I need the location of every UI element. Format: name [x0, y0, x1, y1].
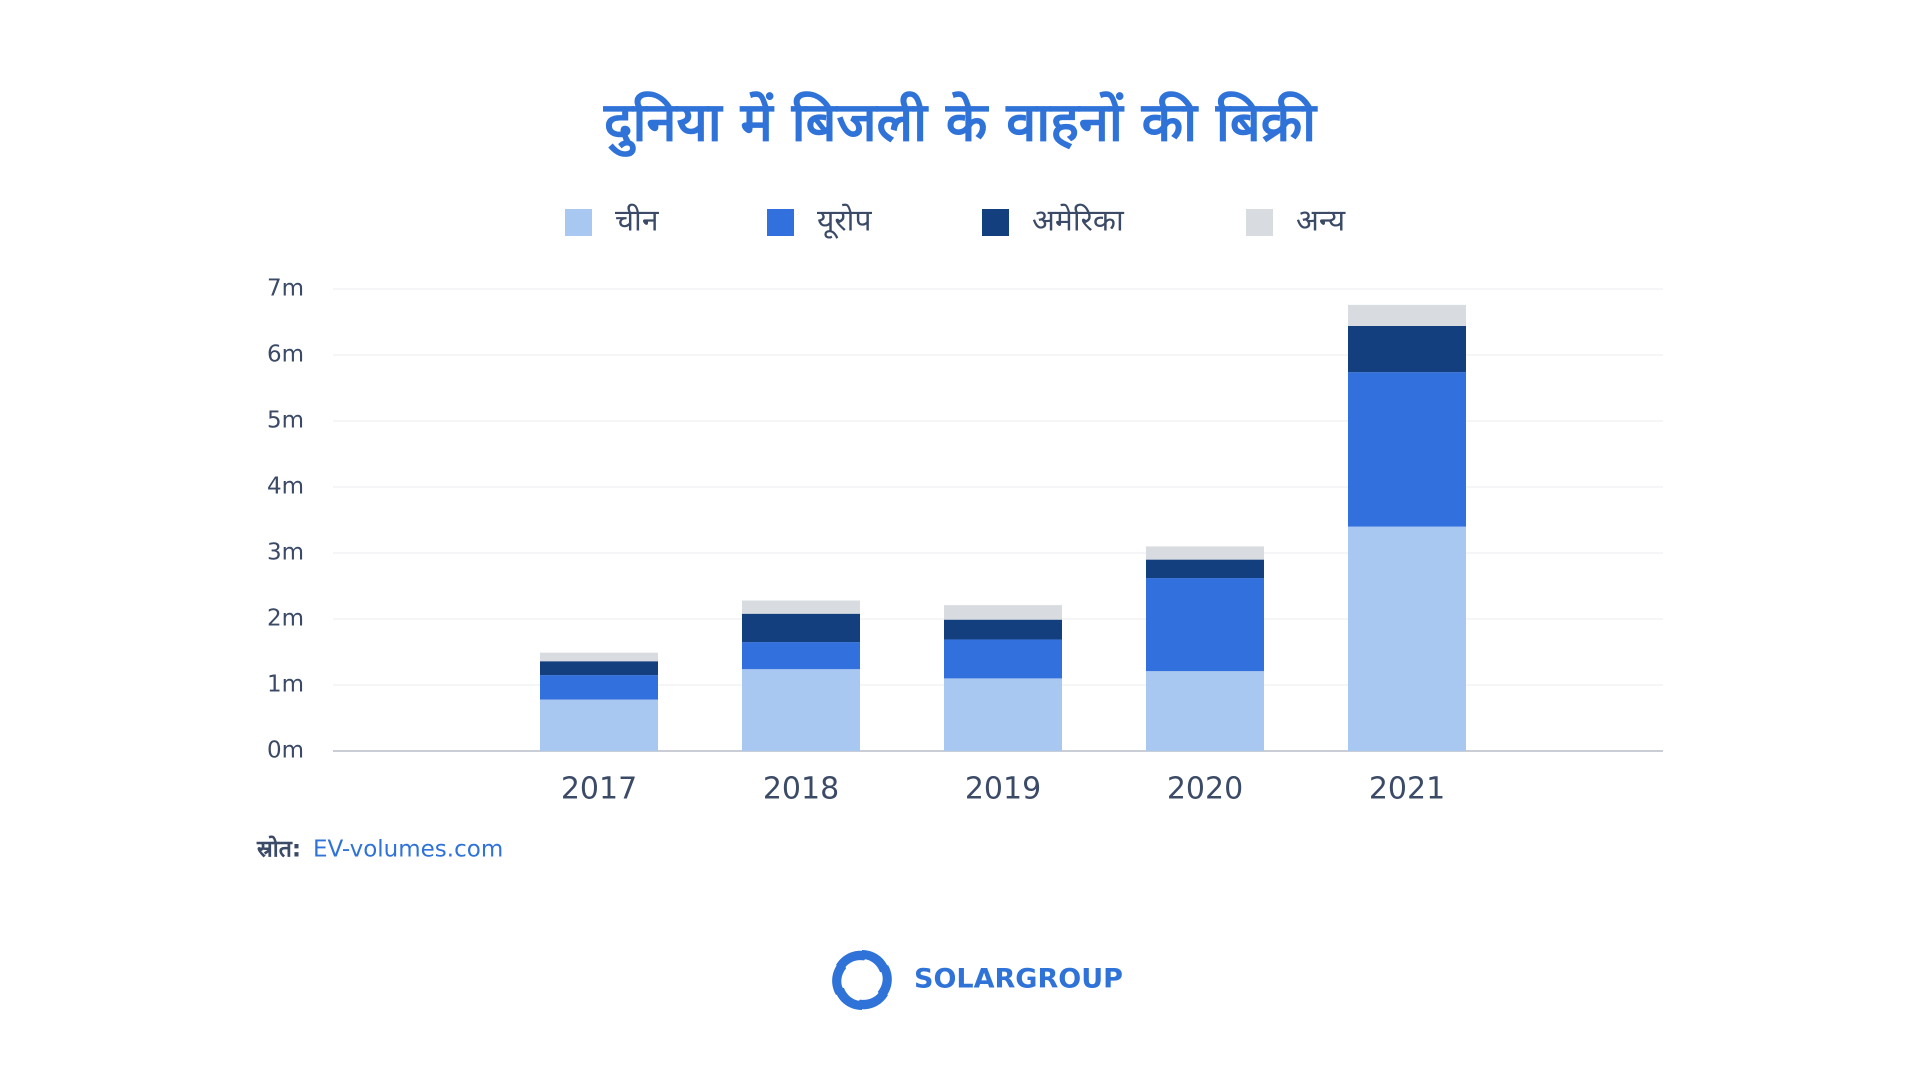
bar-segment: [742, 642, 860, 670]
y-tick-label: 6m: [267, 342, 304, 368]
legend-swatch: [982, 209, 1009, 236]
bar-segment: [540, 652, 658, 662]
x-tick-label: 2021: [1369, 772, 1445, 807]
x-tick-label: 2019: [965, 772, 1041, 807]
brand-logo: [832, 950, 892, 1010]
bar-segment: [944, 639, 1062, 679]
x-tick-label: 2018: [763, 772, 839, 807]
y-tick-label: 2m: [267, 606, 304, 632]
legend-swatch: [1246, 209, 1273, 236]
bar-segment: [944, 605, 1062, 620]
bar-segment: [1348, 304, 1466, 326]
bar-segment: [1348, 372, 1466, 527]
source[interactable]: EV-volumes.com: [313, 837, 503, 863]
y-tick-label: 1m: [267, 672, 304, 698]
source-label: स्रोत:: [256, 835, 301, 863]
bar-segment: [944, 619, 1062, 640]
bar-segment: [742, 600, 860, 614]
bar-segment: [1348, 325, 1466, 373]
bar-segment: [742, 613, 860, 643]
x-tick-label: 2017: [561, 772, 637, 807]
bar-segment: [1146, 559, 1264, 579]
y-tick-label: 4m: [267, 474, 304, 500]
legend-label: यूरोप: [817, 204, 872, 240]
y-tick-label: 3m: [267, 540, 304, 566]
y-tick-label: 5m: [267, 408, 304, 434]
y-tick-label: 7m: [267, 276, 304, 302]
brand-name: SOLARGROUP: [914, 964, 1123, 995]
bar-segment: [540, 661, 658, 676]
bar-segment: [1146, 546, 1264, 560]
bar-segment: [944, 678, 1062, 751]
legend-label: चीन: [615, 204, 660, 239]
y-tick-label: 0m: [267, 738, 304, 764]
legend-label: अमेरिका: [1032, 204, 1125, 239]
bar-segment: [540, 675, 658, 700]
legend-swatch: [767, 209, 794, 236]
bar-segment: [1146, 671, 1264, 751]
legend-swatch: [565, 209, 592, 236]
bar-segment: [540, 699, 658, 751]
bar-segment: [1146, 578, 1264, 672]
bar-segment: [742, 669, 860, 751]
bar-segment: [1348, 526, 1466, 751]
legend-label: अन्य: [1296, 204, 1346, 239]
chart-title: दुनिया में बिजली के वाहनों की बिक्री: [603, 91, 1318, 158]
x-tick-label: 2020: [1167, 772, 1243, 807]
